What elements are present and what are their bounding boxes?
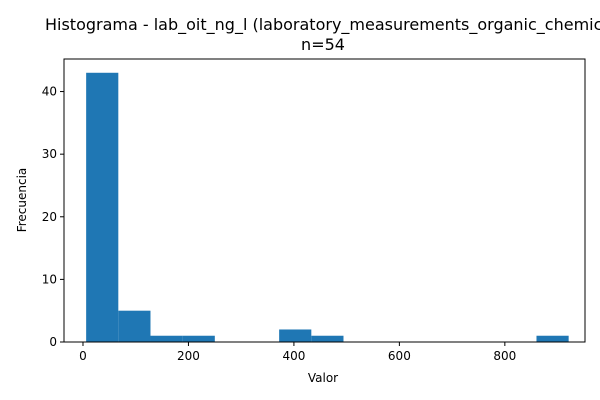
histogram-bar-7 (311, 335, 344, 342)
histogram-bar-1 (118, 310, 151, 342)
y-tick-label: 0 (49, 335, 57, 349)
histogram-bars (86, 72, 569, 342)
y-tick-label: 10 (42, 272, 57, 286)
x-tick-label: 800 (493, 349, 516, 363)
y-axis-label: Frecuencia (15, 168, 29, 233)
x-axis-label: Valor (308, 371, 338, 385)
y-axis-ticks: 0 10 20 30 40 (42, 85, 64, 349)
y-tick-label: 30 (42, 147, 57, 161)
x-tick-label: 400 (282, 349, 305, 363)
chart-title-line2: n=54 (301, 35, 345, 54)
x-tick-label: 0 (79, 349, 87, 363)
x-axis-ticks: 0 200 400 600 800 (79, 342, 516, 363)
histogram-bar-2 (150, 335, 183, 342)
histogram-bar-14 (536, 335, 569, 342)
histogram-bar-6 (279, 329, 312, 342)
y-tick-label: 20 (42, 210, 57, 224)
histogram-bar-3 (182, 335, 215, 342)
x-tick-label: 200 (177, 349, 200, 363)
histogram-bar-0 (86, 72, 119, 342)
y-tick-label: 40 (42, 85, 57, 99)
plot-frame (63, 58, 586, 343)
chart-title-line1: Histograma - lab_oit_ng_l (laboratory_me… (45, 15, 600, 35)
x-tick-label: 600 (388, 349, 411, 363)
